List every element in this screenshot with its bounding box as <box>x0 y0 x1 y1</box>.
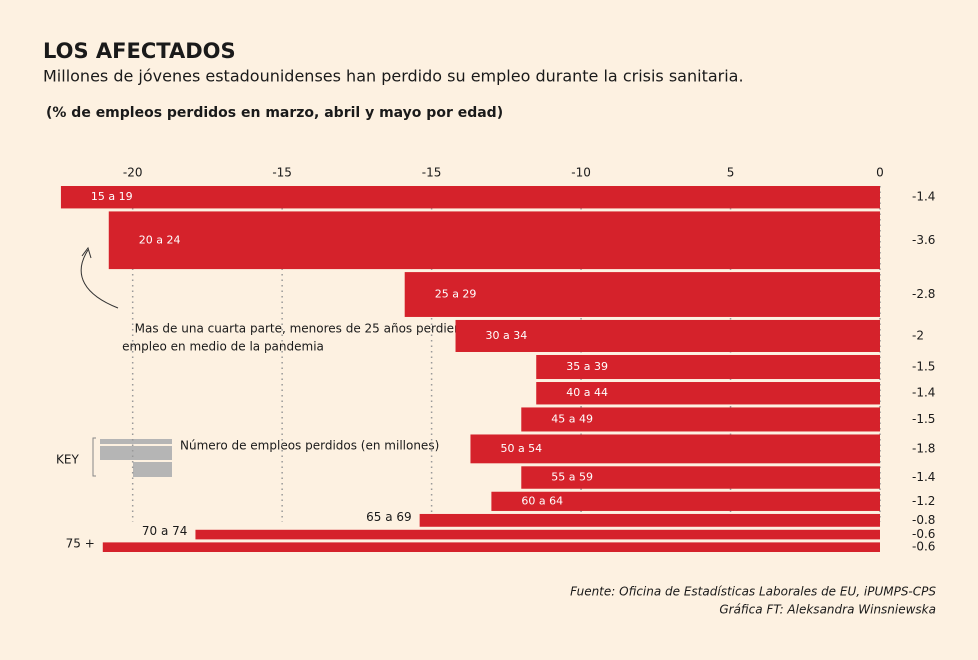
category-label: 75 + <box>66 537 95 551</box>
category-label: 20 a 24 <box>139 233 181 246</box>
x-tick-label: -20 <box>123 166 143 180</box>
bar <box>102 542 881 552</box>
value-label: -3.6 <box>912 233 935 247</box>
category-label: 45 a 49 <box>551 412 593 425</box>
annotation-arrowhead <box>81 246 92 259</box>
value-label: -0.8 <box>912 513 935 527</box>
value-label: -1.5 <box>912 360 935 374</box>
value-label: -1.4 <box>912 386 935 400</box>
category-label: 70 a 74 <box>142 524 188 538</box>
value-label: -1.4 <box>912 190 935 204</box>
x-tick-label: -15 <box>272 166 292 180</box>
key-bracket <box>92 437 96 477</box>
category-label: 15 a 19 <box>91 190 133 203</box>
bar <box>108 211 880 270</box>
bar <box>404 272 880 317</box>
bar <box>60 186 880 209</box>
bar <box>419 513 880 527</box>
subtitle: Millones de jóvenes estadounidenses han … <box>43 67 744 86</box>
bar <box>536 382 880 405</box>
category-label: 30 a 34 <box>486 329 528 342</box>
bar <box>521 407 880 432</box>
bar <box>470 434 880 464</box>
axis-label: (% de empleos perdidos en marzo, abril y… <box>46 105 503 121</box>
x-tick-label: -10 <box>571 166 591 180</box>
key-bar <box>100 446 172 460</box>
value-label: -0.6 <box>912 540 935 554</box>
category-label: 55 a 59 <box>551 471 593 484</box>
value-label: -2.8 <box>912 287 935 301</box>
value-label: -1.2 <box>912 494 935 508</box>
category-label: 35 a 39 <box>566 360 608 373</box>
value-label: -1.5 <box>912 412 935 426</box>
bar <box>455 319 880 352</box>
source: Gráfica FT: Aleksandra Winsniewska <box>719 603 936 617</box>
category-label: 65 a 69 <box>366 510 412 524</box>
x-tick-label: -15 <box>422 166 442 180</box>
category-label: 50 a 54 <box>500 442 542 455</box>
value-label: -1.8 <box>912 441 935 455</box>
x-tick-label: 5 <box>727 166 735 180</box>
value-label: -2 <box>912 328 924 342</box>
category-label: 25 a 29 <box>435 288 477 301</box>
category-label: 60 a 64 <box>521 494 563 507</box>
category-label: 40 a 44 <box>566 386 608 399</box>
source: Fuente: Oficina de Estadísticas Laborale… <box>570 585 936 599</box>
bar <box>491 491 880 511</box>
key-label: Número de empleos perdidos (en millones) <box>180 439 439 453</box>
key-title: KEY <box>56 453 79 467</box>
annotation-arrow <box>80 249 119 309</box>
key-bar <box>100 439 172 444</box>
value-label: -1.4 <box>912 470 935 484</box>
bar <box>195 529 881 540</box>
value-label: -0.6 <box>912 527 935 541</box>
annotation: Mas de una cuarta parte, menores de 25 a… <box>135 322 492 336</box>
key-bar <box>133 462 172 477</box>
annotation: empleo en medio de la pandemia <box>122 340 324 354</box>
bar <box>536 354 880 380</box>
bar <box>521 466 880 489</box>
x-tick-label: 0 <box>876 166 884 180</box>
chart-title: LOS AFECTADOS <box>43 39 236 63</box>
